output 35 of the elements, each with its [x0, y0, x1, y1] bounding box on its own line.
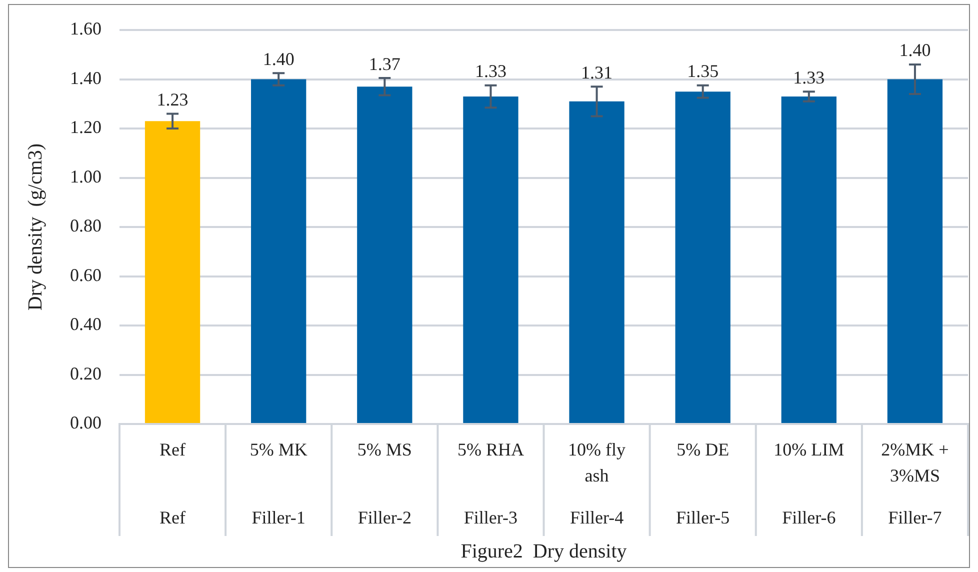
y-tick-label: 1.20: [70, 117, 102, 138]
y-tick-label: 0.20: [70, 363, 102, 384]
bar: [144, 121, 200, 423]
bar: [357, 86, 412, 423]
bar: [463, 96, 518, 423]
category-label: Ref Ref: [160, 440, 186, 528]
y-tick-label: 1.00: [70, 166, 102, 186]
y-tick-label: 1.40: [70, 68, 102, 88]
y-tick-label: 0.00: [70, 412, 102, 433]
data-label: 1.33: [793, 67, 825, 88]
category-label: 5% MS Filler-2: [357, 440, 412, 528]
data-label: 1.40: [899, 40, 931, 60]
data-label: 1.35: [687, 61, 719, 82]
y-axis-title: Dry density (g/cm3): [24, 143, 46, 311]
data-label: 1.31: [581, 62, 613, 82]
y-tick-label: 0.80: [70, 216, 102, 236]
category-label: 10% fly ash Filler-4: [568, 440, 626, 528]
data-label: 1.40: [262, 48, 294, 69]
category-label: 10% LIM Filler-6: [774, 440, 844, 528]
y-tick-label: 0.60: [70, 264, 102, 285]
bar: [569, 101, 624, 423]
y-tick-label: 1.60: [70, 18, 102, 39]
category-label: 2%MK + 3%MS Filler-7: [881, 440, 949, 528]
bar: [887, 79, 943, 423]
caption: Figure2 Dry density: [460, 540, 627, 562]
data-label: 1.33: [474, 61, 506, 82]
bar: [781, 96, 836, 423]
data-label: 1.37: [368, 54, 400, 74]
category-label: 5% DE Filler-5: [676, 440, 730, 528]
data-label: 1.23: [156, 89, 188, 110]
category-label: 5% MK Filler-1: [250, 440, 308, 528]
category-label: 5% RHA Filler-3: [457, 440, 524, 528]
y-tick-label: 0.40: [70, 314, 102, 334]
bar: [675, 92, 730, 423]
bar: [251, 79, 306, 423]
